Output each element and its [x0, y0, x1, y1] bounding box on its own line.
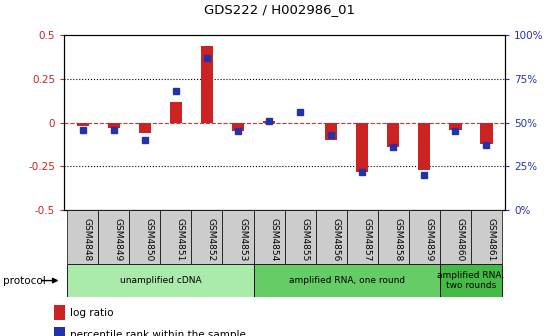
Text: GSM4860: GSM4860: [455, 218, 464, 261]
Bar: [387, 123, 400, 147]
Text: GSM4859: GSM4859: [424, 218, 433, 261]
Bar: [76, 123, 89, 126]
Bar: [232, 123, 244, 131]
Text: unamplified cDNA: unamplified cDNA: [119, 276, 201, 285]
Text: GSM4849: GSM4849: [114, 218, 123, 261]
Bar: [409, 210, 440, 264]
Bar: [449, 123, 461, 130]
Text: GSM4854: GSM4854: [269, 218, 278, 261]
Text: GSM4853: GSM4853: [238, 218, 247, 261]
Bar: [108, 123, 120, 128]
Bar: [471, 210, 502, 264]
Text: GSM4852: GSM4852: [207, 218, 216, 261]
Bar: [316, 210, 347, 264]
Bar: [253, 264, 440, 297]
Text: GSM4857: GSM4857: [362, 218, 371, 261]
Text: log ratio: log ratio: [70, 308, 114, 318]
Bar: [440, 264, 502, 297]
Text: GSM4850: GSM4850: [145, 218, 154, 261]
Bar: [223, 210, 253, 264]
Text: GSM4848: GSM4848: [83, 218, 92, 261]
Bar: [55, 305, 65, 321]
Text: GSM4855: GSM4855: [300, 218, 309, 261]
Bar: [480, 123, 493, 143]
Bar: [285, 210, 316, 264]
Bar: [170, 102, 182, 123]
Text: GDS222 / H002986_01: GDS222 / H002986_01: [204, 3, 354, 16]
Bar: [68, 264, 253, 297]
Bar: [418, 123, 430, 170]
Bar: [347, 210, 378, 264]
Text: GSM4858: GSM4858: [393, 218, 402, 261]
Bar: [356, 123, 368, 172]
Text: GSM4861: GSM4861: [487, 218, 496, 261]
Bar: [129, 210, 160, 264]
Bar: [253, 210, 285, 264]
Bar: [201, 46, 213, 123]
Bar: [68, 210, 98, 264]
Text: amplified RNA,
two rounds: amplified RNA, two rounds: [437, 271, 504, 290]
Bar: [139, 123, 151, 133]
Text: amplified RNA, one round: amplified RNA, one round: [288, 276, 405, 285]
Text: percentile rank within the sample: percentile rank within the sample: [70, 330, 246, 336]
Bar: [325, 123, 338, 140]
Bar: [440, 210, 471, 264]
Text: protocol: protocol: [3, 276, 46, 286]
Bar: [378, 210, 409, 264]
Bar: [263, 121, 275, 123]
Bar: [160, 210, 191, 264]
Bar: [55, 327, 65, 336]
Bar: [191, 210, 223, 264]
Bar: [98, 210, 129, 264]
Text: GSM4851: GSM4851: [176, 218, 185, 261]
Text: GSM4856: GSM4856: [331, 218, 340, 261]
